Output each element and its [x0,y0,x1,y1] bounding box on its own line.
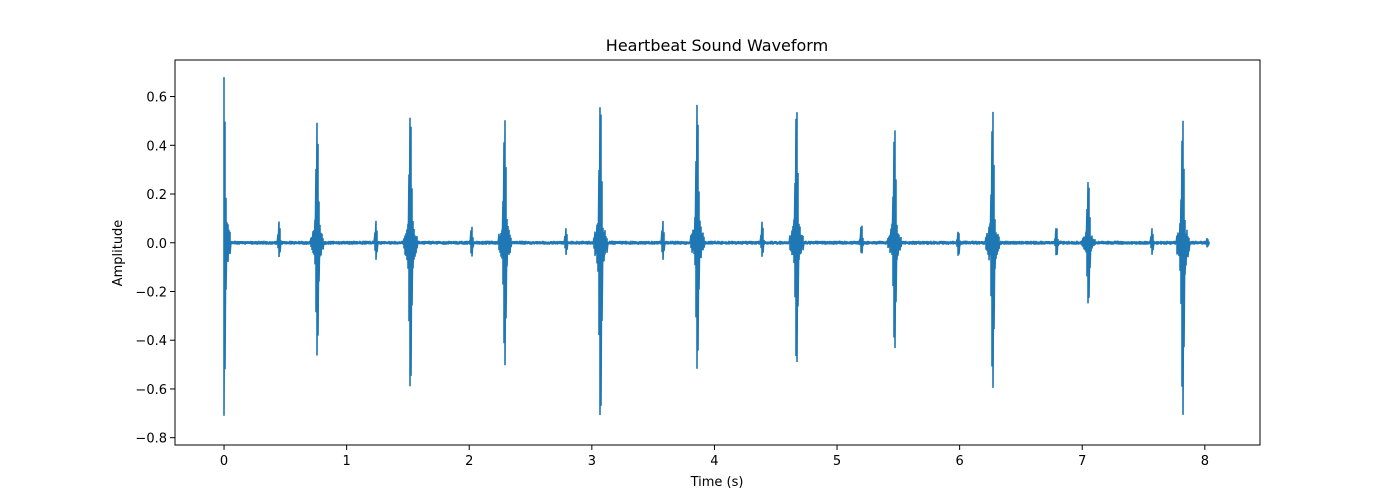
x-tick-label: 2 [465,454,473,469]
y-axis-label: Amplitude [111,220,126,287]
x-tick-label: 0 [220,454,228,469]
x-axis-label: Time (s) [690,475,744,490]
y-tick-label: −0.6 [135,383,167,398]
plot-area [223,77,1210,416]
y-tick-label: 0.4 [146,139,167,154]
x-axis: 0 1 2 3 4 5 6 7 8 [220,445,1209,469]
y-tick-label: −0.4 [135,334,167,349]
x-tick-label: 3 [588,454,596,469]
x-tick-label: 8 [1201,454,1209,469]
waveform-line [223,77,1210,416]
y-tick-label: 0.6 [146,91,167,106]
y-axis: −0.8 −0.6 −0.4 −0.2 0.0 0.2 0.4 0.6 [135,91,175,447]
x-tick-label: 4 [710,454,718,469]
x-tick-label: 7 [1078,454,1086,469]
plot-frame [174,59,1261,446]
x-tick-label: 5 [833,454,841,469]
y-tick-label: 0.0 [146,237,167,252]
y-tick-label: −0.8 [135,432,167,447]
y-tick-label: −0.2 [135,285,167,300]
y-tick-label: 0.2 [146,188,167,203]
chart-title: Heartbeat Sound Waveform [606,36,828,55]
x-tick-label: 6 [955,454,963,469]
x-tick-label: 1 [342,454,350,469]
